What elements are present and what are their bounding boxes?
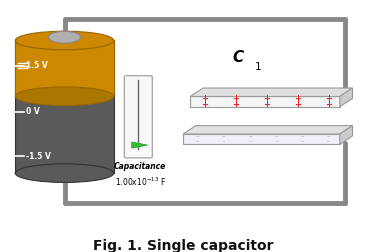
Polygon shape	[340, 88, 352, 107]
Ellipse shape	[15, 87, 114, 106]
Text: Capacitance: Capacitance	[114, 162, 166, 171]
Text: +: +	[294, 94, 301, 103]
Text: +: +	[325, 94, 332, 103]
Text: +: +	[232, 100, 239, 109]
Text: +: +	[264, 94, 270, 103]
Text: 0 V: 0 V	[26, 107, 40, 116]
Polygon shape	[190, 88, 352, 97]
Text: –: –	[274, 133, 278, 139]
Text: +: +	[201, 94, 208, 103]
Ellipse shape	[15, 31, 114, 50]
Text: -1.5 V: -1.5 V	[26, 152, 51, 161]
Text: –: –	[327, 139, 330, 145]
Text: –: –	[222, 133, 225, 139]
Polygon shape	[183, 125, 352, 134]
Text: Fig. 1. Single capacitor: Fig. 1. Single capacitor	[93, 239, 273, 252]
Text: –: –	[327, 133, 330, 139]
Text: +: +	[264, 100, 270, 109]
Text: –: –	[274, 139, 278, 145]
Text: –: –	[222, 139, 225, 145]
Ellipse shape	[15, 164, 114, 182]
Bar	[15, 41, 114, 96]
Text: 1.5 V: 1.5 V	[26, 61, 48, 70]
Text: +: +	[325, 100, 332, 109]
Text: –: –	[301, 139, 305, 145]
Polygon shape	[183, 134, 340, 144]
Text: C: C	[232, 50, 243, 65]
Text: –: –	[196, 133, 199, 139]
Text: 1.00x10$^{-13}$ F: 1.00x10$^{-13}$ F	[115, 175, 166, 188]
FancyBboxPatch shape	[124, 76, 152, 158]
Polygon shape	[132, 142, 147, 148]
Text: +: +	[232, 94, 239, 103]
Polygon shape	[190, 97, 340, 107]
Text: –: –	[196, 139, 199, 145]
Polygon shape	[340, 125, 352, 144]
Text: 1: 1	[255, 62, 261, 72]
Text: +: +	[201, 100, 208, 109]
Ellipse shape	[49, 31, 81, 43]
Text: +: +	[294, 100, 301, 109]
Text: –: –	[249, 139, 252, 145]
Bar	[15, 41, 114, 173]
Text: –: –	[301, 133, 305, 139]
Text: –: –	[249, 133, 252, 139]
